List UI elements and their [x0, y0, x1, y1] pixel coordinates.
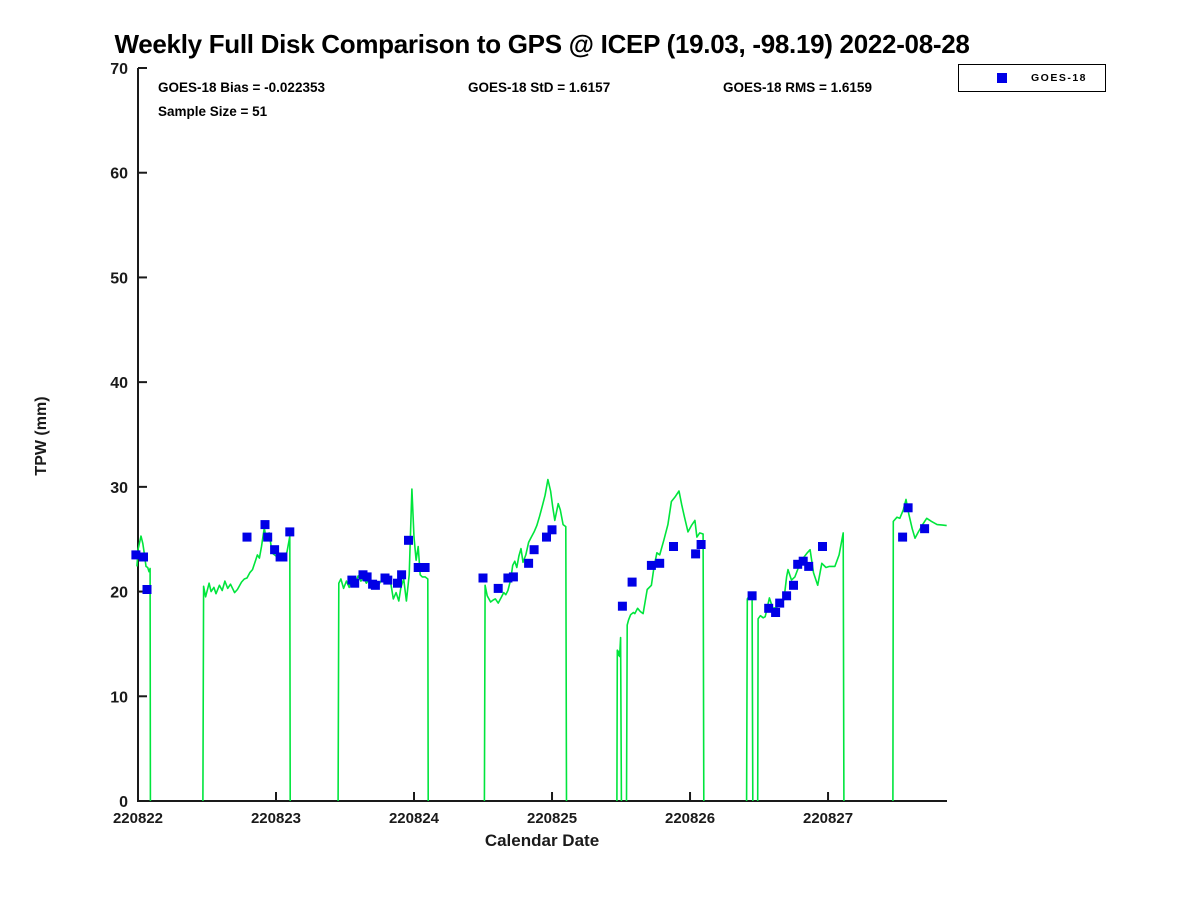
gps-line-segment [756, 532, 845, 802]
stat-rms: GOES-18 RMS = 1.6159 [723, 80, 872, 95]
goes18-marker [278, 552, 288, 562]
goes18-marker [691, 549, 701, 559]
goes18-marker [547, 525, 557, 535]
goes18-marker [413, 563, 423, 572]
goes18-marker [669, 542, 678, 551]
x-tick-label: 220825 [527, 810, 577, 827]
goes18-marker [420, 563, 430, 572]
goes18-marker [370, 580, 380, 590]
goes18-marker [542, 532, 551, 542]
goes18-marker [362, 572, 372, 582]
chart-title: Weekly Full Disk Comparison to GPS @ ICE… [114, 29, 970, 59]
goes18-marker [397, 570, 407, 580]
goes18-marker [771, 608, 781, 617]
goes18-marker [747, 591, 757, 601]
goes18-marker [142, 585, 152, 594]
gps-line-segment [136, 535, 152, 802]
x-tick-label: 220823 [251, 810, 301, 827]
y-tick-label: 30 [110, 480, 128, 497]
goes18-marker [493, 583, 503, 593]
goes18-marker [508, 572, 518, 582]
gps-line-segment [337, 488, 430, 802]
stat-std: GOES-18 StD = 1.6157 [468, 80, 611, 95]
legend-marker-square-icon [997, 73, 1007, 83]
goes18-marker [404, 535, 413, 545]
goes18-marker [696, 540, 706, 549]
goes18-marker [260, 520, 270, 530]
goes18-marker [350, 578, 360, 588]
goes18-marker [764, 603, 774, 613]
goes18-marker [903, 503, 913, 513]
goes18-marker [793, 559, 803, 569]
axis-spines [137, 68, 947, 802]
goes18-marker [804, 561, 814, 571]
y-tick-label: 20 [110, 585, 128, 602]
x-tick-label: 220822 [113, 810, 163, 827]
y-tick-label: 50 [110, 270, 128, 287]
gps-line-segment [483, 478, 568, 802]
goes18-marker [818, 542, 827, 551]
gps-line-segment [625, 490, 705, 802]
goes18-marker [478, 573, 488, 583]
gps-line-segment [616, 636, 623, 802]
x-tick-label: 220827 [803, 810, 853, 827]
goes18-marker [503, 573, 513, 583]
stat-sample-size: Sample Size = 51 [158, 104, 268, 119]
y-tick-label: 60 [110, 166, 128, 183]
goes18-marker [627, 577, 637, 587]
goes18-marker [789, 580, 798, 590]
goes18-marker [393, 578, 402, 588]
goes18-marker [782, 591, 792, 601]
goes18-marker [285, 527, 295, 537]
goes18-marker [617, 601, 627, 611]
goes18-marker [529, 545, 539, 555]
goes18-marker [131, 550, 141, 560]
gps-line-segment [202, 526, 292, 802]
goes18-marker [139, 552, 148, 562]
y-tick-label: 0 [119, 794, 128, 811]
gps-line-segment [892, 498, 947, 802]
goes18-marker [270, 545, 280, 555]
x-axis-label: Calendar Date [484, 831, 600, 850]
x-tick-label: 220824 [389, 810, 440, 827]
y-tick-label: 70 [110, 61, 128, 78]
goes18-marker [798, 556, 808, 566]
goes18-marker [920, 524, 930, 534]
x-tick-label: 220826 [665, 810, 715, 827]
goes18-marker [646, 560, 656, 570]
goes18-marker [655, 558, 665, 568]
goes18-marker [524, 558, 534, 568]
gps-line-segment [745, 594, 754, 802]
legend-series-label: GOES-18 [1031, 72, 1088, 84]
y-tick-label: 10 [110, 689, 128, 706]
goes18-marker [775, 598, 785, 608]
y-tick-label: 40 [110, 375, 128, 392]
goes18-marker [383, 575, 393, 585]
legend: GOES-18 [958, 64, 1106, 92]
goes18-marker [263, 532, 273, 542]
goes18-marker [242, 532, 252, 542]
goes18-marker [898, 532, 908, 542]
stat-bias: GOES-18 Bias = -0.022353 [158, 80, 325, 95]
